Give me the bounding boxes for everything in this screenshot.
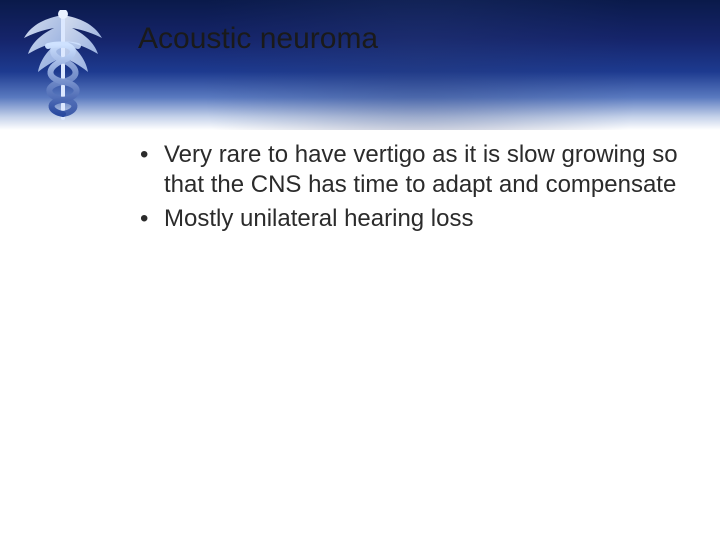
bullet-list: Very rare to have vertigo as it is slow … bbox=[138, 140, 678, 234]
slide-content: Very rare to have vertigo as it is slow … bbox=[138, 140, 678, 238]
list-item: Very rare to have vertigo as it is slow … bbox=[138, 140, 678, 200]
slide-title: Acoustic neuroma bbox=[138, 22, 378, 56]
header-band bbox=[0, 0, 720, 130]
list-item: Mostly unilateral hearing loss bbox=[138, 204, 678, 234]
